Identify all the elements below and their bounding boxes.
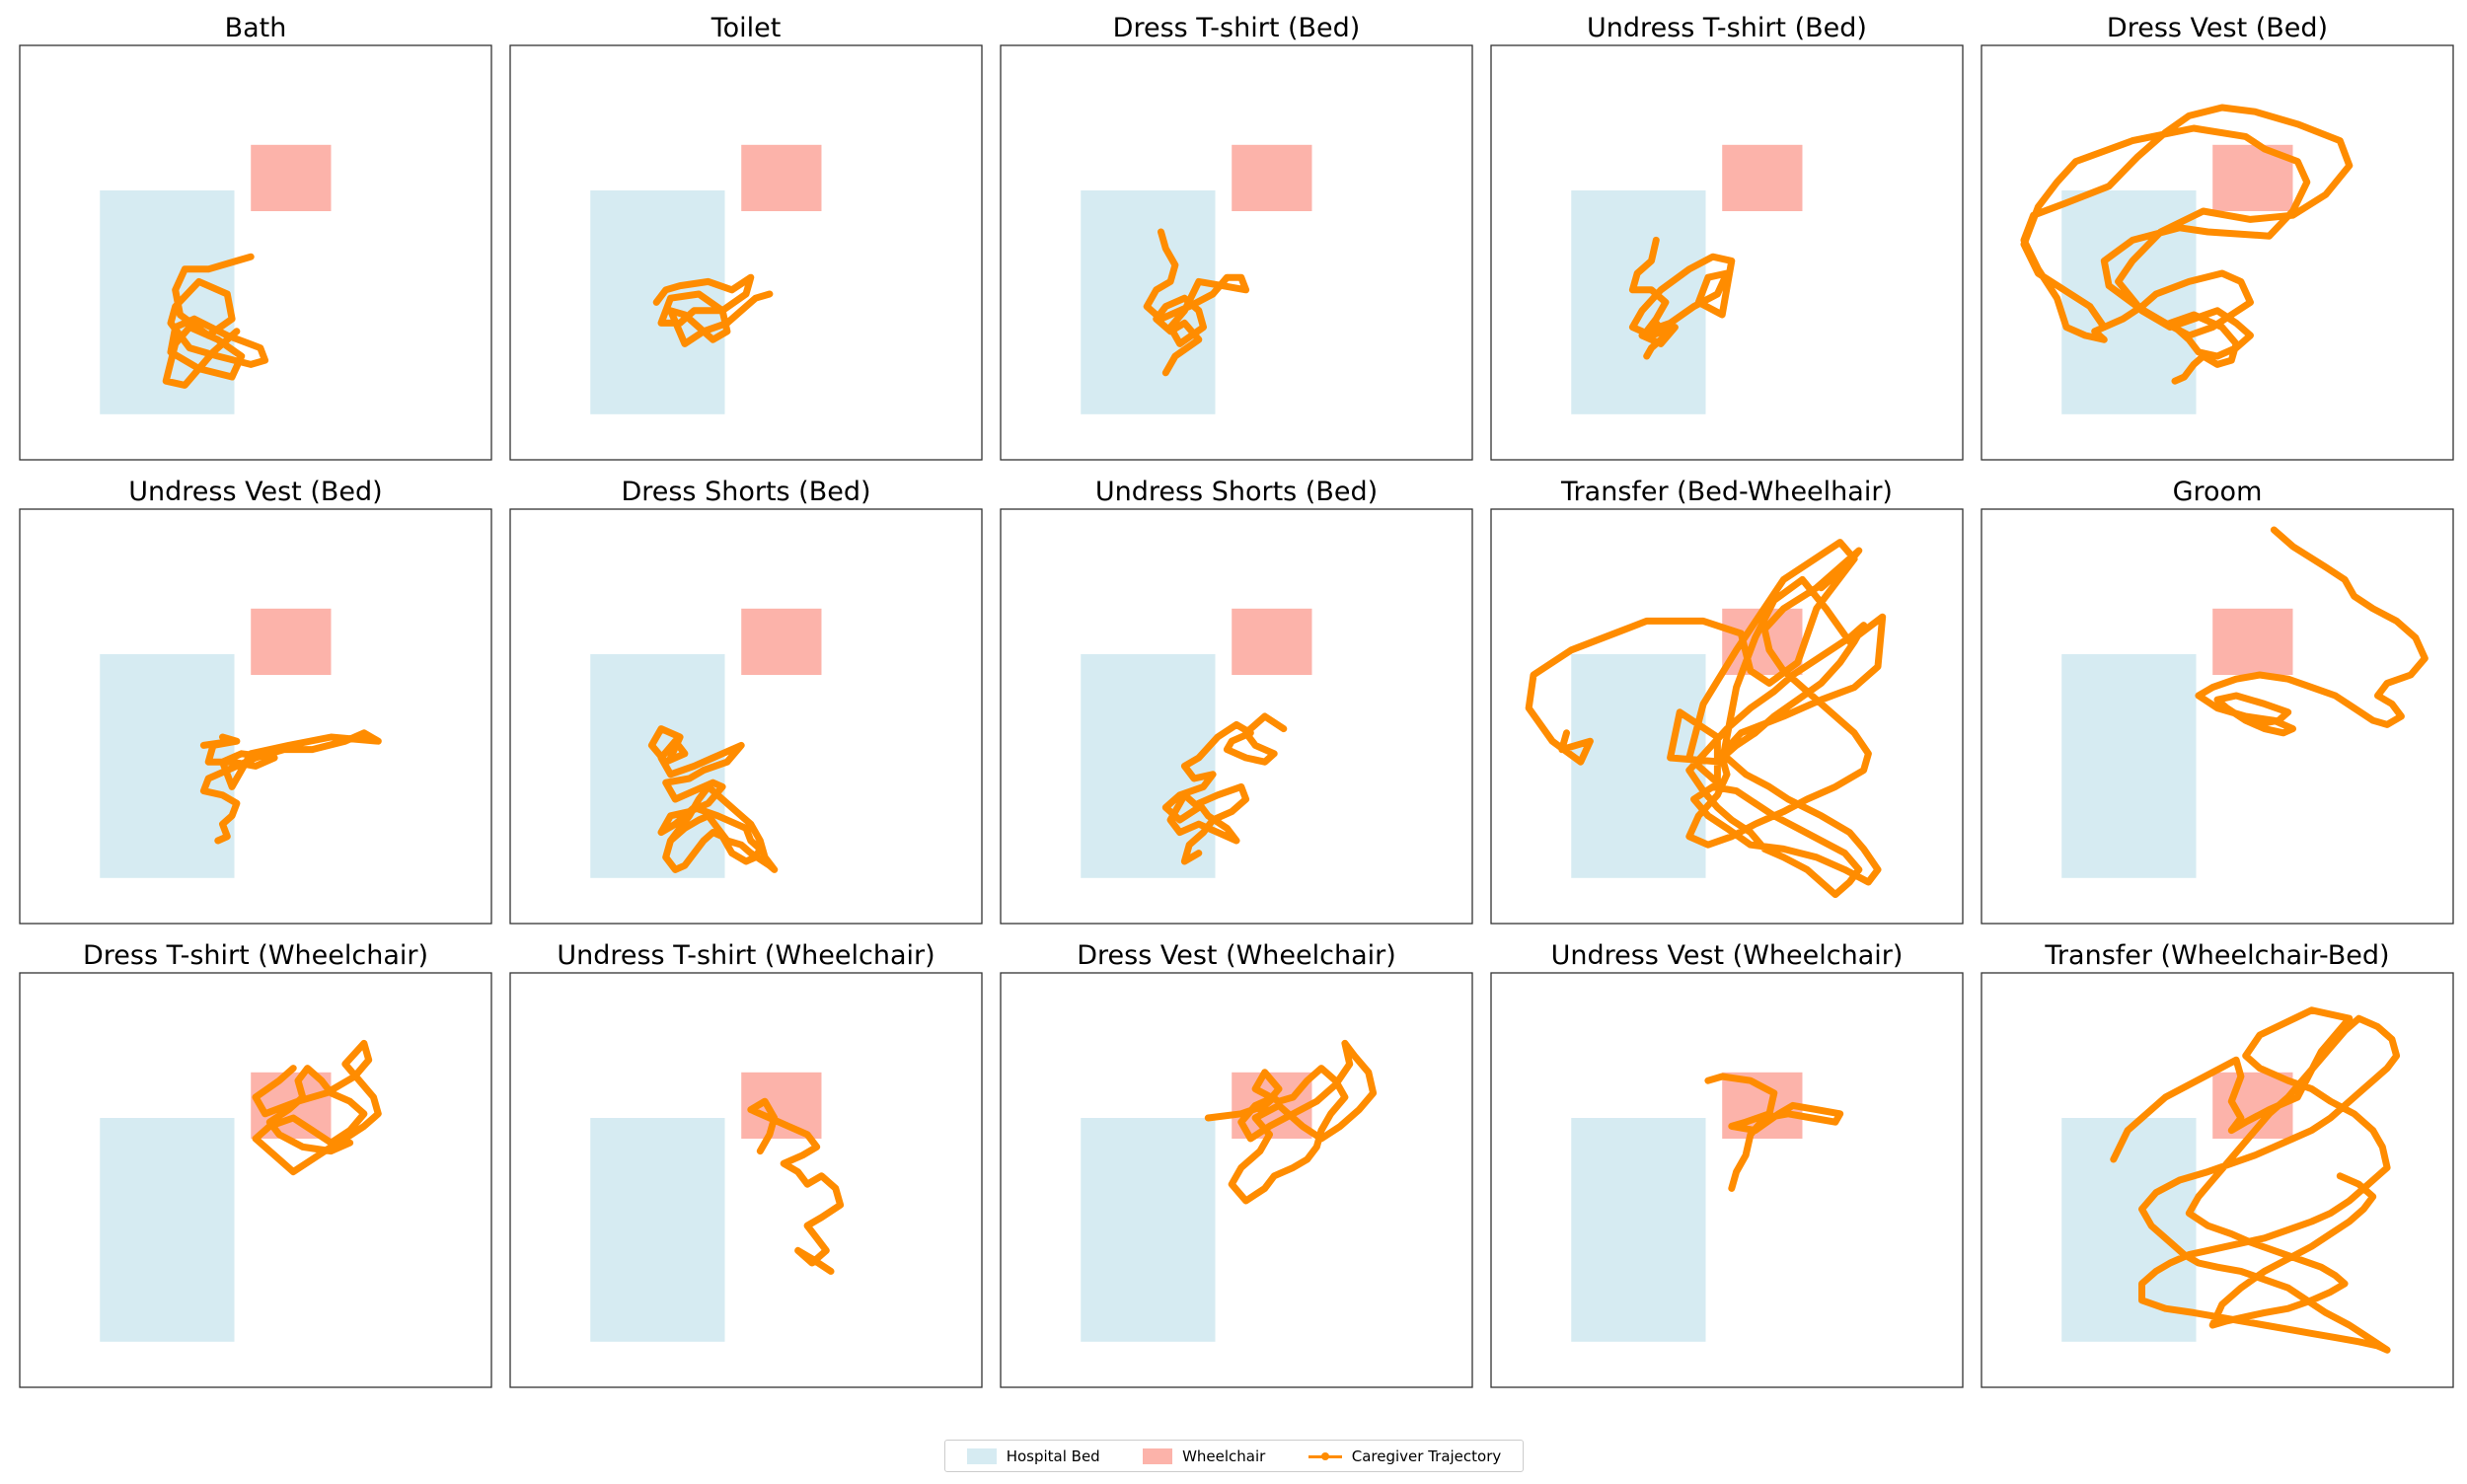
panel-frame — [509, 972, 983, 1388]
panel-title: Undress T-shirt (Wheelchair) — [557, 940, 934, 971]
caregiver-trajectory-line — [1704, 1073, 1844, 1192]
panel-frame — [1981, 508, 2454, 925]
panel-bath: Bath — [19, 13, 492, 461]
panel-frame — [509, 44, 983, 461]
panel-title: Dress Vest (Wheelchair) — [1077, 940, 1396, 971]
panel-undress-vest-wheelchair: Undress Vest (Wheelchair) — [1490, 940, 1964, 1388]
panel-frame — [1981, 972, 2454, 1388]
trajectory-swatch — [1308, 1448, 1342, 1464]
wheelchair-rect — [1232, 608, 1312, 675]
panel-frame — [509, 508, 983, 925]
hospital-bed-rect — [1571, 1118, 1706, 1342]
panel-dress-t-shirt-wheelchair: Dress T-shirt (Wheelchair) — [19, 940, 492, 1388]
caregiver-trajectory-line — [1204, 1039, 1378, 1205]
panel-dress-shorts-bed: Dress Shorts (Bed) — [509, 477, 983, 925]
hospital-bed-rect — [100, 1118, 235, 1342]
caregiver-trajectory-line — [747, 1097, 845, 1275]
panel-frame — [1000, 972, 1473, 1388]
legend-item-bed: Hospital Bed — [966, 1447, 1100, 1465]
caregiver-trajectory-line — [2195, 526, 2429, 737]
caregiver-trajectory-line — [1143, 228, 1250, 377]
panel-title: Bath — [225, 13, 287, 43]
panel-title: Toilet — [710, 13, 782, 43]
hospital-bed-rect — [1081, 1118, 1216, 1342]
panel-title: Undress Shorts (Bed) — [1095, 477, 1378, 507]
caregiver-trajectory-line — [1525, 539, 1887, 899]
panel-transfer-wheelchair-bed: Transfer (Wheelchair-Bed) — [1981, 940, 2454, 1388]
bed-swatch — [966, 1447, 997, 1464]
panel-title: Transfer (Bed-Wheelhair) — [1560, 477, 1893, 507]
panel-frame — [1490, 44, 1964, 461]
panel-undress-shorts-bed: Undress Shorts (Bed) — [1000, 477, 1473, 925]
caregiver-trajectory-line — [252, 1039, 382, 1176]
caregiver-trajectory-line — [652, 273, 774, 347]
wheelchair-rect — [251, 144, 332, 211]
caregiver-trajectory-line — [199, 729, 382, 845]
panel-undress-t-shirt-bed: Undress T-shirt (Bed) — [1490, 13, 1964, 461]
panel-title: Undress Vest (Bed) — [128, 477, 382, 507]
panel-toilet: Toilet — [509, 13, 983, 461]
wheelchair-rect — [1722, 144, 1803, 211]
caregiver-trajectory-line — [162, 253, 269, 389]
panel-undress-vest-bed: Undress Vest (Bed) — [19, 477, 492, 925]
legend-item-trajectory: Caregiver Trajectory — [1308, 1447, 1502, 1465]
panel-frame — [19, 972, 492, 1388]
hospital-bed-rect — [2061, 654, 2197, 878]
panel-title: Undress T-shirt (Bed) — [1587, 13, 1867, 43]
panel-title: Dress Vest (Bed) — [2107, 13, 2328, 43]
panel-groom: Groom — [1981, 477, 2454, 925]
wheelchair-rect — [1232, 144, 1312, 211]
panel-frame — [1000, 44, 1473, 461]
panel-dress-vest-wheelchair: Dress Vest (Wheelchair) — [1000, 940, 1473, 1388]
panel-frame — [1981, 44, 2454, 461]
hospital-bed-rect — [2061, 1118, 2197, 1342]
wheelchair-swatch — [1143, 1447, 1173, 1464]
wheelchair-rect — [251, 608, 332, 675]
panel-title: Groom — [2173, 477, 2263, 507]
panel-dress-t-shirt-bed: Dress T-shirt (Bed) — [1000, 13, 1473, 461]
legend-label-bed: Hospital Bed — [1006, 1447, 1100, 1465]
panel-title: Dress T-shirt (Wheelchair) — [83, 940, 428, 971]
panel-title: Dress Shorts (Bed) — [621, 477, 870, 507]
panel-frame — [1000, 508, 1473, 925]
caregiver-trajectory-line — [1628, 236, 1736, 360]
panel-frame — [1490, 508, 1964, 925]
panel-transfer-bed-wheelhair: Transfer (Bed-Wheelhair) — [1490, 477, 1964, 925]
legend: Hospital Bed Wheelchair Caregiver Trajec… — [944, 1440, 1524, 1472]
caregiver-trajectory-line — [1161, 712, 1288, 865]
panel-title: Transfer (Wheelchair-Bed) — [2044, 940, 2389, 971]
wheelchair-rect — [741, 608, 822, 675]
legend-label-trajectory: Caregiver Trajectory — [1351, 1447, 1502, 1465]
hospital-bed-rect — [1081, 654, 1216, 878]
wheelchair-rect — [741, 144, 822, 211]
panel-dress-vest-bed: Dress Vest (Bed) — [1981, 13, 2454, 461]
legend-item-wheelchair: Wheelchair — [1143, 1447, 1265, 1465]
caregiver-trajectory-line — [647, 725, 779, 873]
panel-title: Dress T-shirt (Bed) — [1113, 13, 1361, 43]
panel-undress-t-shirt-wheelchair: Undress T-shirt (Wheelchair) — [509, 940, 983, 1388]
panel-title: Undress Vest (Wheelchair) — [1551, 940, 1904, 971]
panel-frame — [1490, 972, 1964, 1388]
hospital-bed-rect — [100, 654, 235, 878]
panel-frame — [19, 508, 492, 925]
caregiver-trajectory-line — [2020, 104, 2354, 385]
caregiver-trajectory-line — [2110, 1006, 2401, 1354]
panel-frame — [19, 44, 492, 461]
hospital-bed-rect — [590, 1118, 725, 1342]
hospital-bed-rect — [1571, 654, 1706, 878]
legend-label-wheelchair: Wheelchair — [1182, 1447, 1266, 1465]
wheelchair-rect — [2212, 608, 2293, 675]
hospital-bed-rect — [1571, 190, 1706, 414]
